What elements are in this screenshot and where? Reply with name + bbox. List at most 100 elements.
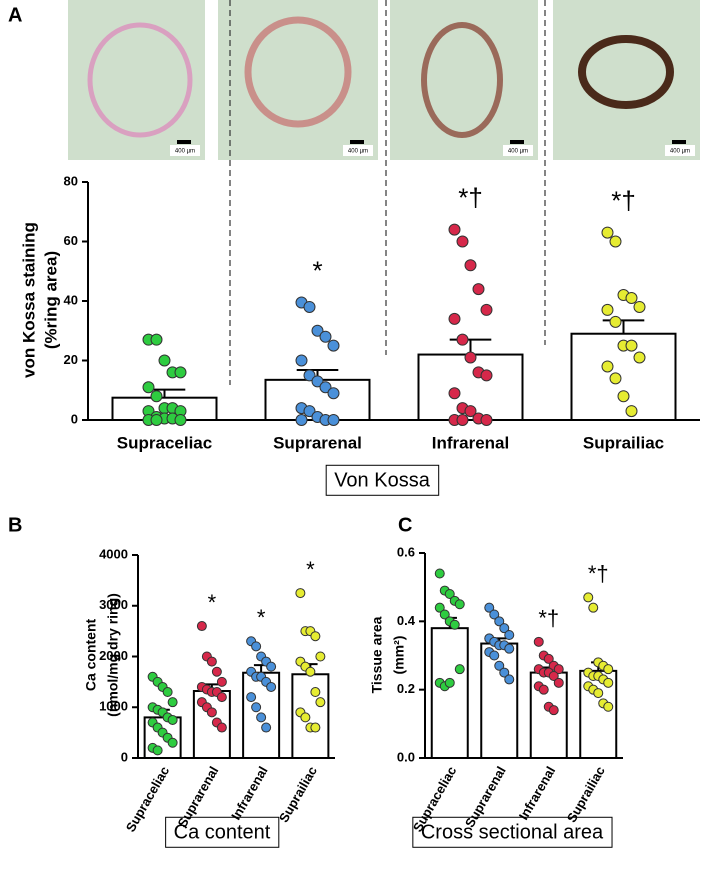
scale-bar-box [503,145,533,156]
box-label-frame [325,464,440,496]
scale-bar [350,140,364,144]
data-point [504,643,515,654]
data-point [327,414,340,426]
data-point [158,354,171,367]
data-point [553,664,564,675]
data-point [315,651,326,662]
data-point [533,636,544,647]
scale-bar [177,140,191,144]
data-point [480,369,493,382]
y-tick-label: 0.2 [397,681,415,696]
data-point [216,722,227,733]
data-point [206,656,217,667]
x-tick-label: Supraceliac [117,433,212,452]
data-point [174,414,187,426]
separators [229,0,546,385]
annotation: *† [458,182,483,212]
panel-label: A [8,4,22,26]
data-point [295,414,308,426]
y-axis-label: Tissue area [369,616,385,693]
data-point [609,235,622,248]
data-point [633,300,646,313]
data-point [625,405,638,418]
scale-bar-box [170,145,200,156]
annotation: * [306,557,315,582]
bar [430,627,469,760]
scale-bar-label: 400 µm [175,149,195,155]
micrograph [218,0,378,160]
x-tick-label: Infrarenal [516,764,559,823]
panel-label: C [398,514,412,536]
data-point [489,609,500,620]
data-point [617,390,630,403]
data-point [256,712,267,723]
y-tick-label: 3000 [99,597,128,612]
data-point [303,300,316,313]
box-label: Cross sectional area [421,821,604,843]
data-point [251,702,262,713]
data-point [593,688,604,699]
error-bar [602,319,645,334]
data-point [150,390,163,403]
annotation: *† [538,606,559,631]
data-point [548,705,559,716]
scale-bar-box [343,145,373,156]
data-point [434,568,445,579]
data-point [152,745,163,756]
y-axis-label: (mm²) [391,636,407,675]
data-point [310,722,321,733]
data-point [246,692,257,703]
data-point [216,676,227,687]
box-label: Von Kossa [334,469,431,491]
y-tick-label: 80 [64,173,78,188]
data-point [454,599,465,610]
x-tick-label: Suprailiac [276,764,320,825]
y-tick-label: 40 [64,292,78,307]
x-tick-label: Infrarenal [432,433,509,452]
data-point [327,339,340,352]
data-point [449,619,460,630]
data-point [601,360,614,373]
data-point [489,650,500,661]
data-point [150,414,163,426]
box-label-frame [165,816,280,848]
data-point [499,667,510,678]
vessel-ring [244,16,352,128]
scale-bar-box [665,145,695,156]
data-point [434,602,445,613]
y-tick-label: 0.0 [397,749,415,764]
data-point [196,621,207,632]
data-point [603,677,614,688]
data-point [142,381,155,394]
scale-bar-label: 400 µm [348,149,368,155]
data-point [311,324,324,337]
data-point [609,315,622,328]
scale-bar-label: 400 µm [670,149,690,155]
x-tick-label: Suprarenal [462,764,509,830]
data-point [327,387,340,400]
scale-bar-label: 400 µm [508,149,528,155]
data-point [303,369,316,382]
data-point [448,312,461,325]
data-point [167,737,178,748]
y-tick-label: 0 [121,749,128,764]
data-point [609,372,622,385]
x-tick-label: Infrarenal [228,764,271,823]
data-point [448,387,461,400]
y-axis-label: von Kossa staining [19,222,38,378]
annotation: * [312,255,322,285]
data-point [633,351,646,364]
data-point [456,235,469,248]
x-tick-label: Supraceliac [123,764,172,835]
data-point [603,664,614,675]
data-point [583,592,594,603]
vessel-ring [87,22,193,138]
scale-bar [510,140,524,144]
bar [480,642,519,760]
data-point [216,692,227,703]
y-axis-label: Ca content [83,618,99,691]
vessel-ring [421,22,503,138]
data-point [266,661,277,672]
data-point [494,660,505,671]
data-point [295,588,306,599]
